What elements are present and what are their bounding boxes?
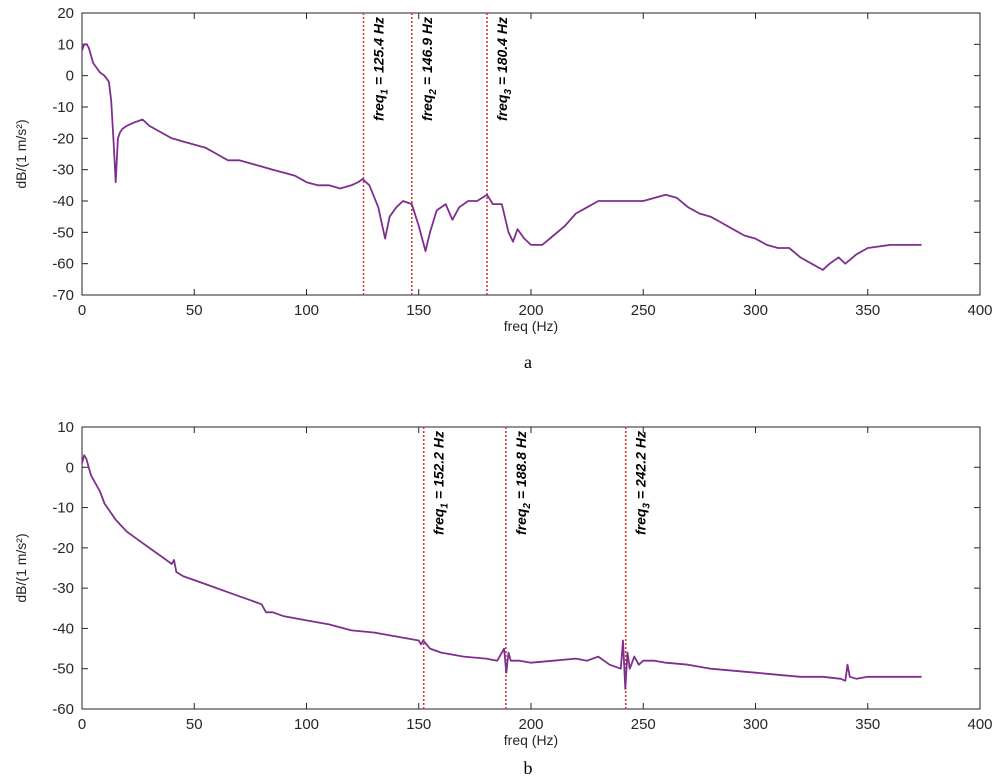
y-tick-label: 0 [66, 459, 74, 476]
y-tick-label: -30 [52, 580, 74, 597]
y-tick-label: -50 [52, 661, 74, 678]
x-tick-label: 250 [631, 302, 656, 319]
x-tick-label: 100 [294, 302, 319, 319]
y-tick-label: -50 [52, 224, 74, 241]
y-tick-label: 10 [57, 36, 74, 53]
x-tick-label: 400 [967, 302, 992, 319]
x-tick-label: 150 [406, 716, 431, 733]
y-tick-label: -10 [52, 99, 74, 116]
y-tick-label: 0 [66, 68, 74, 85]
y-tick-label: -20 [52, 540, 74, 557]
panel-caption-b: b [524, 758, 533, 778]
y-tick-label: -40 [52, 620, 74, 637]
frequency-marker-label: freq3 = 180.4 Hz [494, 17, 514, 121]
y-axis-label-a: dB/(1 m/s²) [13, 119, 29, 188]
x-tick-label: 150 [406, 302, 431, 319]
frequency-marker-label: freq2 = 188.8 Hz [513, 431, 533, 535]
x-tick-label: 300 [743, 716, 768, 733]
x-tick-label: 50 [186, 716, 203, 733]
frequency-marker-label: freq2 = 146.9 Hz [419, 17, 439, 121]
y-tick-label: -60 [52, 256, 74, 273]
y-tick-label: -70 [52, 287, 74, 304]
chart-panel-a: 0 50 100 150 200 250 300 350 40020100-10-20-30-4… [13, 5, 993, 372]
chart-panel-b: 0 50 100 150 200 250 300 350 400100-10-20-30-40-… [13, 419, 993, 778]
x-tick-label: 350 [855, 302, 880, 319]
x-axis-label-a: freq (Hz) [504, 318, 558, 334]
y-tick-label: -40 [52, 193, 74, 210]
frequency-marker-label: freq1 = 125.4 Hz [371, 17, 391, 121]
y-tick-label: -20 [52, 130, 74, 147]
y-tick-label: -10 [52, 500, 74, 517]
x-tick-label: 300 [743, 302, 768, 319]
y-tick-label: -30 [52, 162, 74, 179]
x-axis-label-b: freq (Hz) [504, 732, 558, 748]
series-line [81, 454, 922, 690]
x-tick-label: 400 [967, 716, 992, 733]
x-tick-label: 100 [294, 716, 319, 733]
x-tick-label: 0 [78, 716, 86, 733]
panel-caption-a: a [524, 352, 532, 372]
x-tick-label: 350 [855, 716, 880, 733]
x-tick-label: 200 [518, 302, 543, 319]
x-tick-label: 250 [631, 716, 656, 733]
plot-frame-b [81, 426, 981, 710]
x-tick-label: 50 [186, 302, 203, 319]
x-tick-label: 0 [78, 302, 86, 319]
series-line [81, 43, 922, 271]
frequency-marker-label: freq1 = 152.2 Hz [431, 431, 451, 535]
y-tick-label: 20 [57, 5, 74, 22]
frequency-marker-label: freq3 = 242.2 Hz [633, 431, 653, 535]
y-axis-label-b: dB/(1 m/s²) [13, 533, 29, 602]
y-tick-label: -60 [52, 701, 74, 718]
x-tick-label: 200 [518, 716, 543, 733]
y-tick-label: 10 [57, 419, 74, 436]
